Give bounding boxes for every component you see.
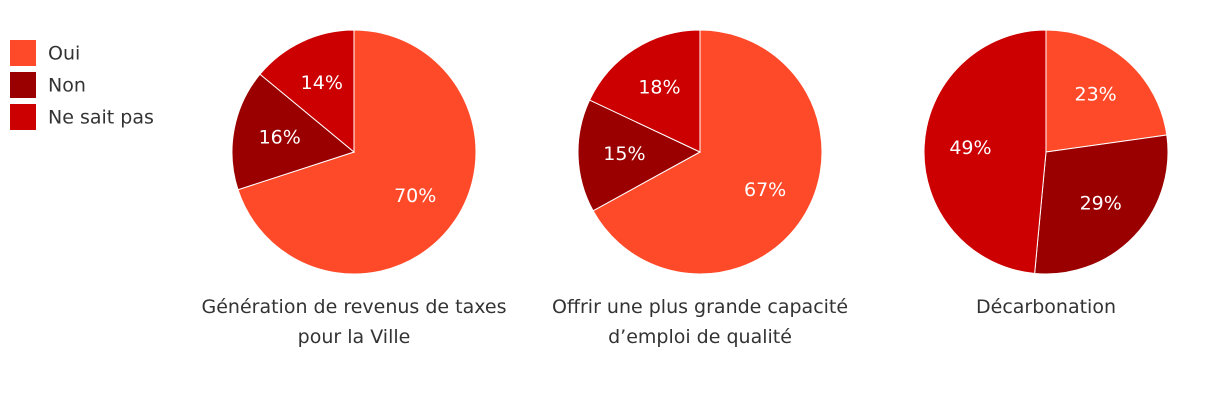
- pie-caption: Offrir une plus grande capacité d’emploi…: [551, 296, 849, 348]
- legend-label: Non: [48, 75, 86, 97]
- pie-slice: [259, 29, 355, 154]
- data-label: 18%: [638, 77, 680, 99]
- legend-label: Ne sait pas: [48, 107, 154, 129]
- legend-label: Oui: [48, 43, 80, 65]
- pie-slice: [1045, 29, 1168, 153]
- data-label: 49%: [949, 137, 991, 159]
- data-label: 67%: [744, 179, 786, 201]
- data-label: 15%: [603, 143, 645, 165]
- legend-swatch: [10, 72, 36, 98]
- pie-slice: [577, 99, 702, 212]
- pie-slice: [592, 29, 823, 275]
- data-label: 14%: [301, 72, 343, 94]
- pie-caption: Génération de revenus de taxes pour la V…: [201, 296, 507, 348]
- pie-slice: [231, 73, 356, 191]
- legend-swatch: [10, 104, 36, 130]
- data-label: 23%: [1074, 83, 1116, 105]
- pie-caption: Décarbonation: [976, 296, 1116, 318]
- legend-swatch: [10, 40, 36, 66]
- data-label: 29%: [1080, 193, 1122, 215]
- data-label: 70%: [394, 185, 436, 207]
- pie-slice: [923, 29, 1047, 275]
- data-label: 16%: [259, 126, 301, 148]
- pie-slice: [588, 29, 701, 153]
- pie-slice: [237, 29, 477, 275]
- pie-slice: [1034, 134, 1169, 275]
